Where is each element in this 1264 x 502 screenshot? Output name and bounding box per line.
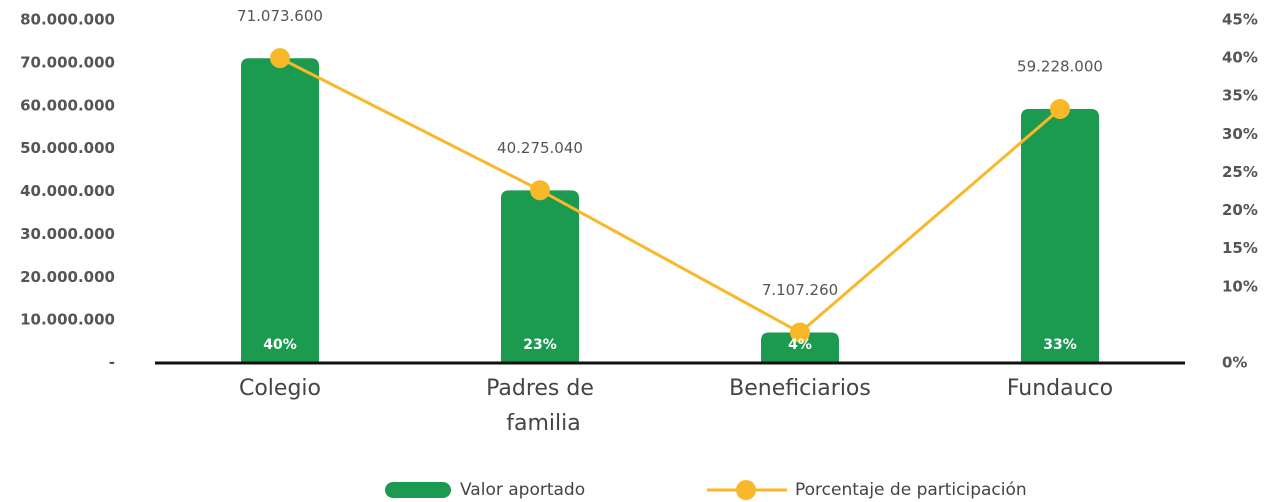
legend-swatch <box>385 482 451 498</box>
x-tick-label: Fundauco <box>1007 376 1113 401</box>
y-tick-label: 70.000.000 <box>20 53 115 71</box>
bar-value-label: 7.107.260 <box>762 281 838 299</box>
percent-label: 33% <box>1043 337 1077 353</box>
y2-tick-label: 35% <box>1222 87 1258 105</box>
bar <box>761 332 839 363</box>
y2-tick-label: 15% <box>1222 239 1258 257</box>
percent-label: 40% <box>263 337 297 353</box>
y2-tick-label: 25% <box>1222 163 1258 181</box>
y-tick-label: 60.000.000 <box>20 96 115 114</box>
bar-value-label: 40.275.040 <box>497 139 583 157</box>
line-marker <box>790 322 810 343</box>
y-tick-label: 20.000.000 <box>20 268 115 286</box>
y-tick-label: 30.000.000 <box>20 225 115 243</box>
line-marker <box>1050 98 1070 119</box>
legend-label: Porcentaje de participación <box>795 480 1027 500</box>
y-tick-label: 80.000.000 <box>20 11 115 29</box>
y2-tick-label: 45% <box>1222 11 1258 29</box>
y2-tick-label: 30% <box>1222 125 1258 143</box>
bar-value-label: 71.073.600 <box>237 7 323 25</box>
line-marker <box>270 48 290 69</box>
y-tick-label: 40.000.000 <box>20 182 115 200</box>
bar-value-label: 59.228.000 <box>1017 58 1103 76</box>
x-tick-label: Padres de familia <box>486 376 594 436</box>
y2-tick-label: 0% <box>1222 354 1247 372</box>
y2-tick-label: 10% <box>1222 277 1258 295</box>
x-tick-label: Colegio <box>239 376 321 401</box>
y-tick-label: - <box>109 354 115 372</box>
bar <box>1021 109 1099 363</box>
bar <box>501 190 579 363</box>
bar <box>241 58 319 363</box>
line-marker <box>530 180 550 201</box>
x-tick-label: Beneficiarios <box>729 376 871 401</box>
legend-swatch <box>736 480 756 500</box>
legend-label: Valor aportado <box>460 480 585 500</box>
y-tick-label: 50.000.000 <box>20 139 115 157</box>
y2-tick-label: 40% <box>1222 49 1258 67</box>
line <box>279 56 1061 335</box>
y2-tick-label: 20% <box>1222 201 1258 219</box>
percent-label: 4% <box>788 337 812 353</box>
percent-label: 23% <box>523 337 557 353</box>
y-tick-label: 10.000.000 <box>20 311 115 329</box>
